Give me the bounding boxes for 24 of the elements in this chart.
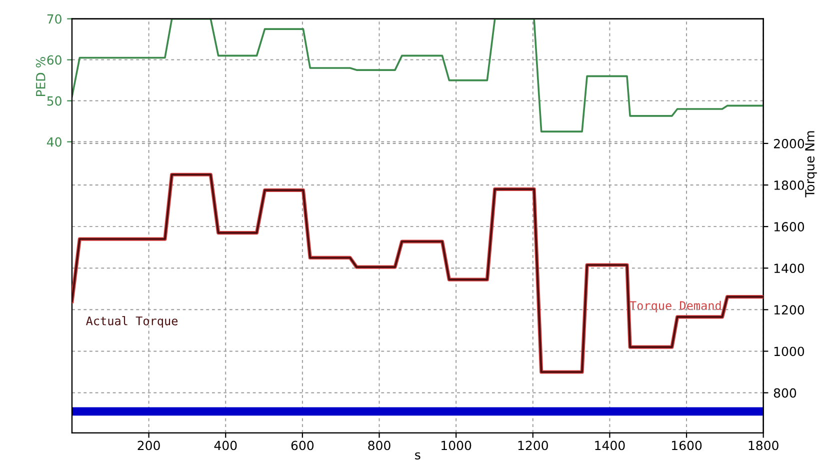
y2-tick-label: 2000: [774, 138, 804, 148]
x-tick-label: 800: [368, 440, 390, 450]
x-tick-label: 1600: [672, 440, 702, 450]
y-axis-title: PED %: [36, 57, 46, 96]
x-tick-label: 200: [138, 440, 160, 450]
y-tick-label: 40: [46, 137, 62, 147]
x-tick-label: 1200: [518, 440, 548, 450]
x-tick-label: 1000: [442, 440, 472, 450]
x-tick-label: 1400: [595, 440, 625, 450]
y-tick-label: 50: [47, 96, 62, 106]
y2-tick-label: 1200: [774, 305, 804, 315]
x-tick-label: 1800: [748, 440, 778, 450]
y2-tick-label: 1000: [774, 346, 804, 356]
x-axis-title: s: [415, 452, 420, 460]
y2-tick-label: 800: [774, 388, 796, 398]
y2-tick-label: 1600: [774, 222, 804, 232]
y2-tick-label: 1400: [774, 264, 804, 274]
y-tick-label: 60: [47, 55, 62, 65]
y-tick-label: 70: [47, 14, 62, 24]
x-tick-label: 400: [214, 440, 237, 450]
x-tick-label: 600: [291, 440, 314, 450]
series-label: Actual Torque: [86, 316, 178, 328]
y2-tick-label: 1800: [774, 180, 804, 190]
y2-axis-title: Torque Nm: [805, 131, 817, 198]
